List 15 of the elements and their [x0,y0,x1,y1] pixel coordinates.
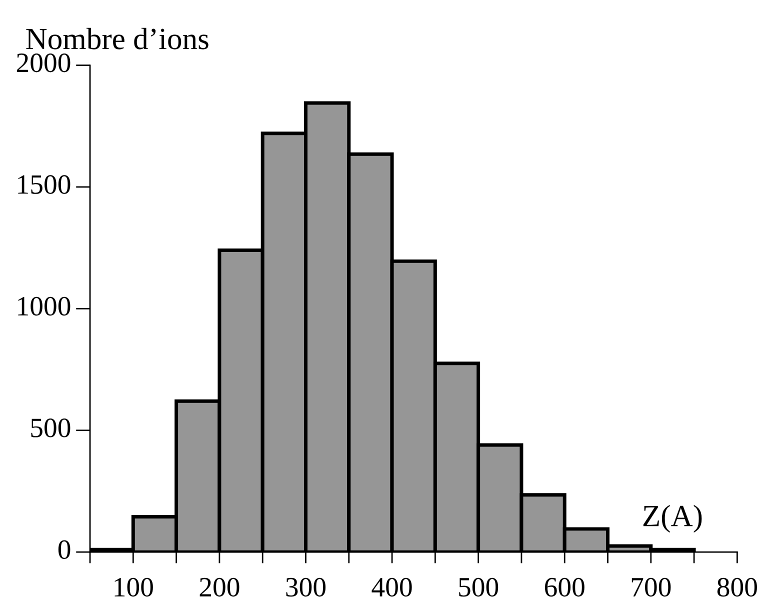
x-axis-title: Z(A) [643,504,702,533]
x-tick-label: 100 [114,578,153,597]
x-tick-label: 800 [717,578,757,597]
y-tick-label: 1000 [18,296,70,316]
x-tick-label: 200 [200,578,240,597]
x-tick-label: 600 [544,578,584,597]
y-tick-label: 1500 [18,175,70,194]
x-tick-label: 700 [632,578,671,597]
y-axis-title: Nombre d’ions [26,28,208,50]
x-tick-label: 300 [286,578,326,597]
y-tick-label: 500 [31,418,70,438]
y-tick-label: 0 [58,540,70,560]
y-tick-label: 2000 [16,53,70,72]
x-tick-label: 500 [459,578,498,597]
x-tick-label: 400 [372,578,412,597]
